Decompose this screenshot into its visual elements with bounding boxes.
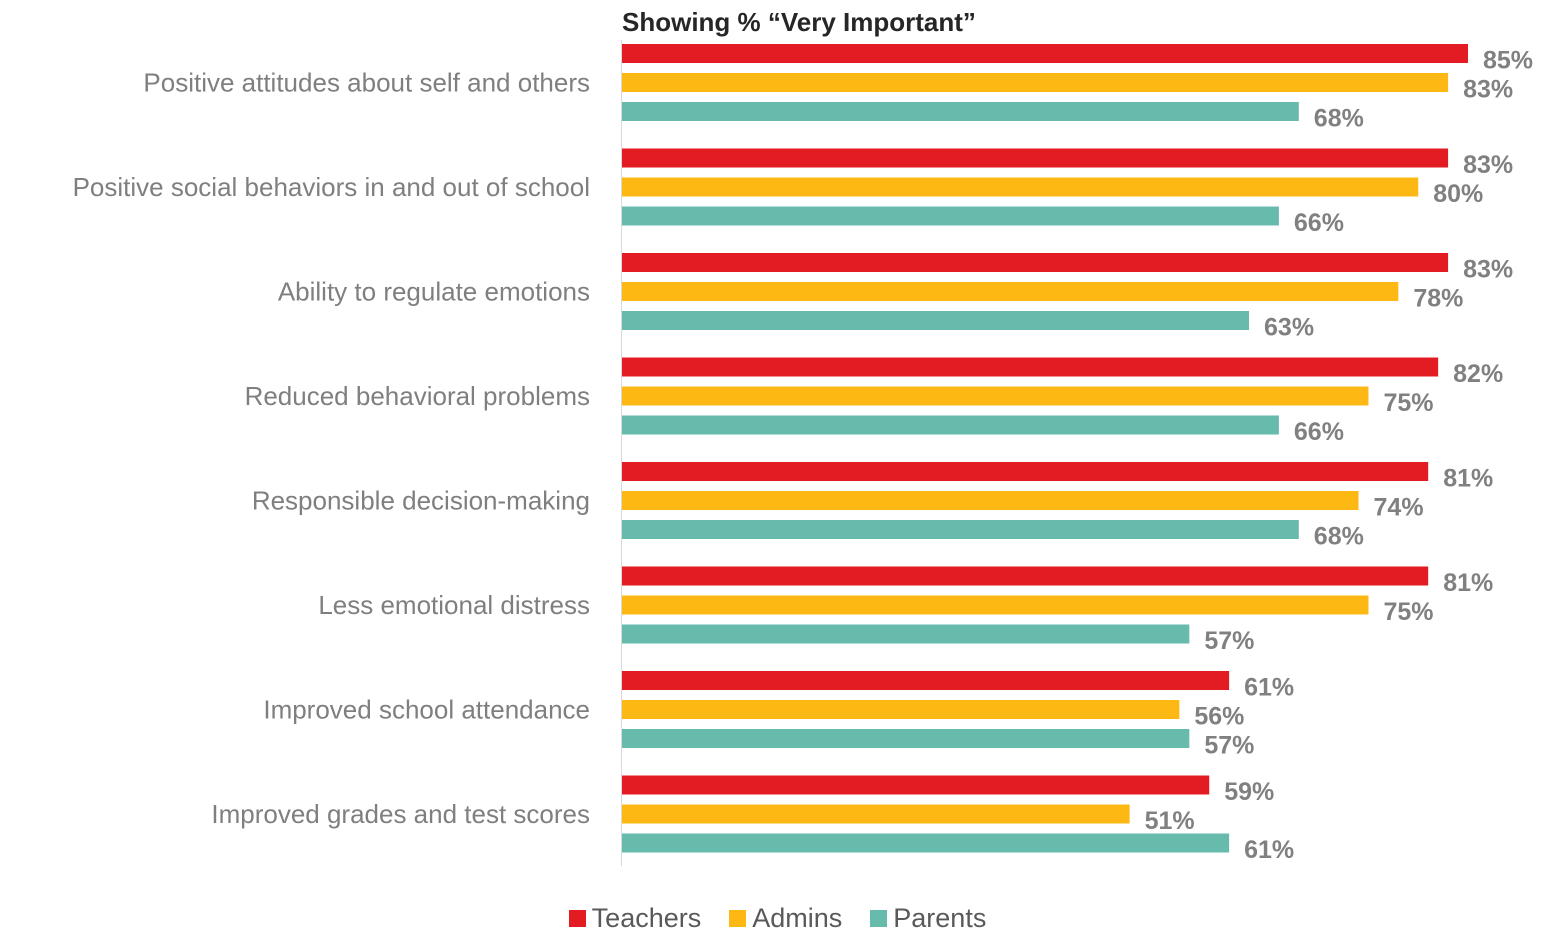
legend-swatch-teachers — [568, 910, 586, 927]
bar-teachers-positive-attitudes-about-self-and-others — [622, 44, 1468, 63]
bar-parents-positive-attitudes-about-self-and-others — [622, 102, 1299, 121]
bar-admins-ability-to-regulate-emotions — [622, 282, 1399, 301]
bar-admins-improved-school-attendance — [622, 700, 1180, 719]
data-label-parents-positive-social-behaviors-in-and-out-of-school: 66% — [1294, 209, 1344, 237]
data-label-admins-ability-to-regulate-emotions: 78% — [1413, 285, 1463, 313]
bar-parents-positive-social-behaviors-in-and-out-of-school — [622, 206, 1279, 226]
bar-parents-improved-school-attendance — [622, 729, 1190, 748]
bar-teachers-ability-to-regulate-emotions — [622, 253, 1449, 272]
category-label-less-emotional-distress: Less emotional distress — [318, 590, 590, 620]
bar-parents-reduced-behavioral-problems — [622, 415, 1279, 435]
legend-swatch-admins — [729, 910, 747, 927]
legend-label-admins: Admins — [752, 903, 843, 933]
bar-parents-ability-to-regulate-emotions — [622, 311, 1250, 330]
bar-admins-improved-grades-and-test-scores — [622, 804, 1130, 824]
chart-title: Showing % “Very Important” — [622, 7, 976, 37]
data-label-admins-improved-grades-and-test-scores: 51% — [1145, 807, 1195, 835]
bar-admins-reduced-behavioral-problems — [622, 386, 1369, 406]
data-label-teachers-ability-to-regulate-emotions: 83% — [1463, 256, 1513, 284]
data-label-admins-reduced-behavioral-problems: 75% — [1383, 389, 1433, 417]
bars — [622, 44, 1468, 853]
bar-parents-less-emotional-distress — [622, 624, 1190, 644]
legend-swatch-parents — [870, 910, 888, 927]
bar-admins-responsible-decision-making — [622, 491, 1359, 510]
category-labels: Positive attitudes about self and others… — [73, 68, 590, 830]
category-label-reduced-behavioral-problems: Reduced behavioral problems — [245, 381, 590, 411]
data-label-parents-improved-school-attendance: 57% — [1204, 732, 1254, 760]
data-label-admins-positive-attitudes-about-self-and-others: 83% — [1463, 76, 1513, 104]
legend-item-admins: Admins — [729, 903, 842, 934]
category-label-positive-social-behaviors-in-and-out-of-school: Positive social behaviors in and out of … — [73, 172, 590, 202]
legend: Teachers Admins Parents — [0, 903, 1555, 934]
data-label-admins-positive-social-behaviors-in-and-out-of-school: 80% — [1433, 180, 1483, 208]
bar-parents-improved-grades-and-test-scores — [622, 833, 1230, 853]
bar-teachers-improved-school-attendance — [622, 671, 1230, 690]
category-label-ability-to-regulate-emotions: Ability to regulate emotions — [278, 277, 590, 307]
category-label-positive-attitudes-about-self-and-others: Positive attitudes about self and others — [143, 68, 590, 98]
category-label-improved-school-attendance: Improved school attendance — [263, 695, 590, 725]
category-label-improved-grades-and-test-scores: Improved grades and test scores — [211, 799, 590, 829]
legend-label-parents: Parents — [893, 903, 987, 933]
legend-item-teachers: Teachers — [568, 903, 702, 934]
data-label-parents-ability-to-regulate-emotions: 63% — [1264, 314, 1314, 342]
data-label-teachers-positive-social-behaviors-in-and-out-of-school: 83% — [1463, 151, 1513, 179]
bar-teachers-less-emotional-distress — [622, 566, 1429, 586]
data-label-teachers-improved-school-attendance: 61% — [1244, 674, 1294, 702]
bar-chart: Showing % “Very Important” Positive atti… — [73, 7, 1533, 866]
bar-teachers-responsible-decision-making — [622, 462, 1429, 481]
bar-admins-less-emotional-distress — [622, 595, 1369, 615]
data-label-teachers-positive-attitudes-about-self-and-others: 85% — [1483, 47, 1533, 75]
data-labels: 85%83%68%83%80%66%83%78%63%82%75%66%81%7… — [1145, 47, 1533, 865]
data-label-teachers-reduced-behavioral-problems: 82% — [1453, 360, 1503, 388]
data-label-parents-positive-attitudes-about-self-and-others: 68% — [1314, 105, 1364, 133]
bar-parents-responsible-decision-making — [622, 520, 1299, 539]
bar-admins-positive-attitudes-about-self-and-others — [622, 73, 1449, 92]
data-label-parents-responsible-decision-making: 68% — [1314, 523, 1364, 551]
data-label-teachers-improved-grades-and-test-scores: 59% — [1224, 778, 1274, 806]
bar-teachers-positive-social-behaviors-in-and-out-of-school — [622, 148, 1449, 168]
data-label-admins-responsible-decision-making: 74% — [1374, 494, 1424, 522]
data-label-parents-improved-grades-and-test-scores: 61% — [1244, 836, 1294, 864]
data-label-parents-reduced-behavioral-problems: 66% — [1294, 418, 1344, 446]
data-label-teachers-responsible-decision-making: 81% — [1443, 465, 1493, 493]
data-label-admins-improved-school-attendance: 56% — [1194, 703, 1244, 731]
legend-item-parents: Parents — [870, 903, 986, 934]
data-label-admins-less-emotional-distress: 75% — [1383, 598, 1433, 626]
data-label-parents-less-emotional-distress: 57% — [1204, 627, 1254, 655]
bar-admins-positive-social-behaviors-in-and-out-of-school — [622, 177, 1419, 197]
category-label-responsible-decision-making: Responsible decision-making — [252, 486, 590, 516]
bar-teachers-improved-grades-and-test-scores — [622, 775, 1210, 795]
data-label-teachers-less-emotional-distress: 81% — [1443, 569, 1493, 597]
legend-label-teachers: Teachers — [591, 903, 702, 933]
bar-teachers-reduced-behavioral-problems — [622, 357, 1439, 377]
